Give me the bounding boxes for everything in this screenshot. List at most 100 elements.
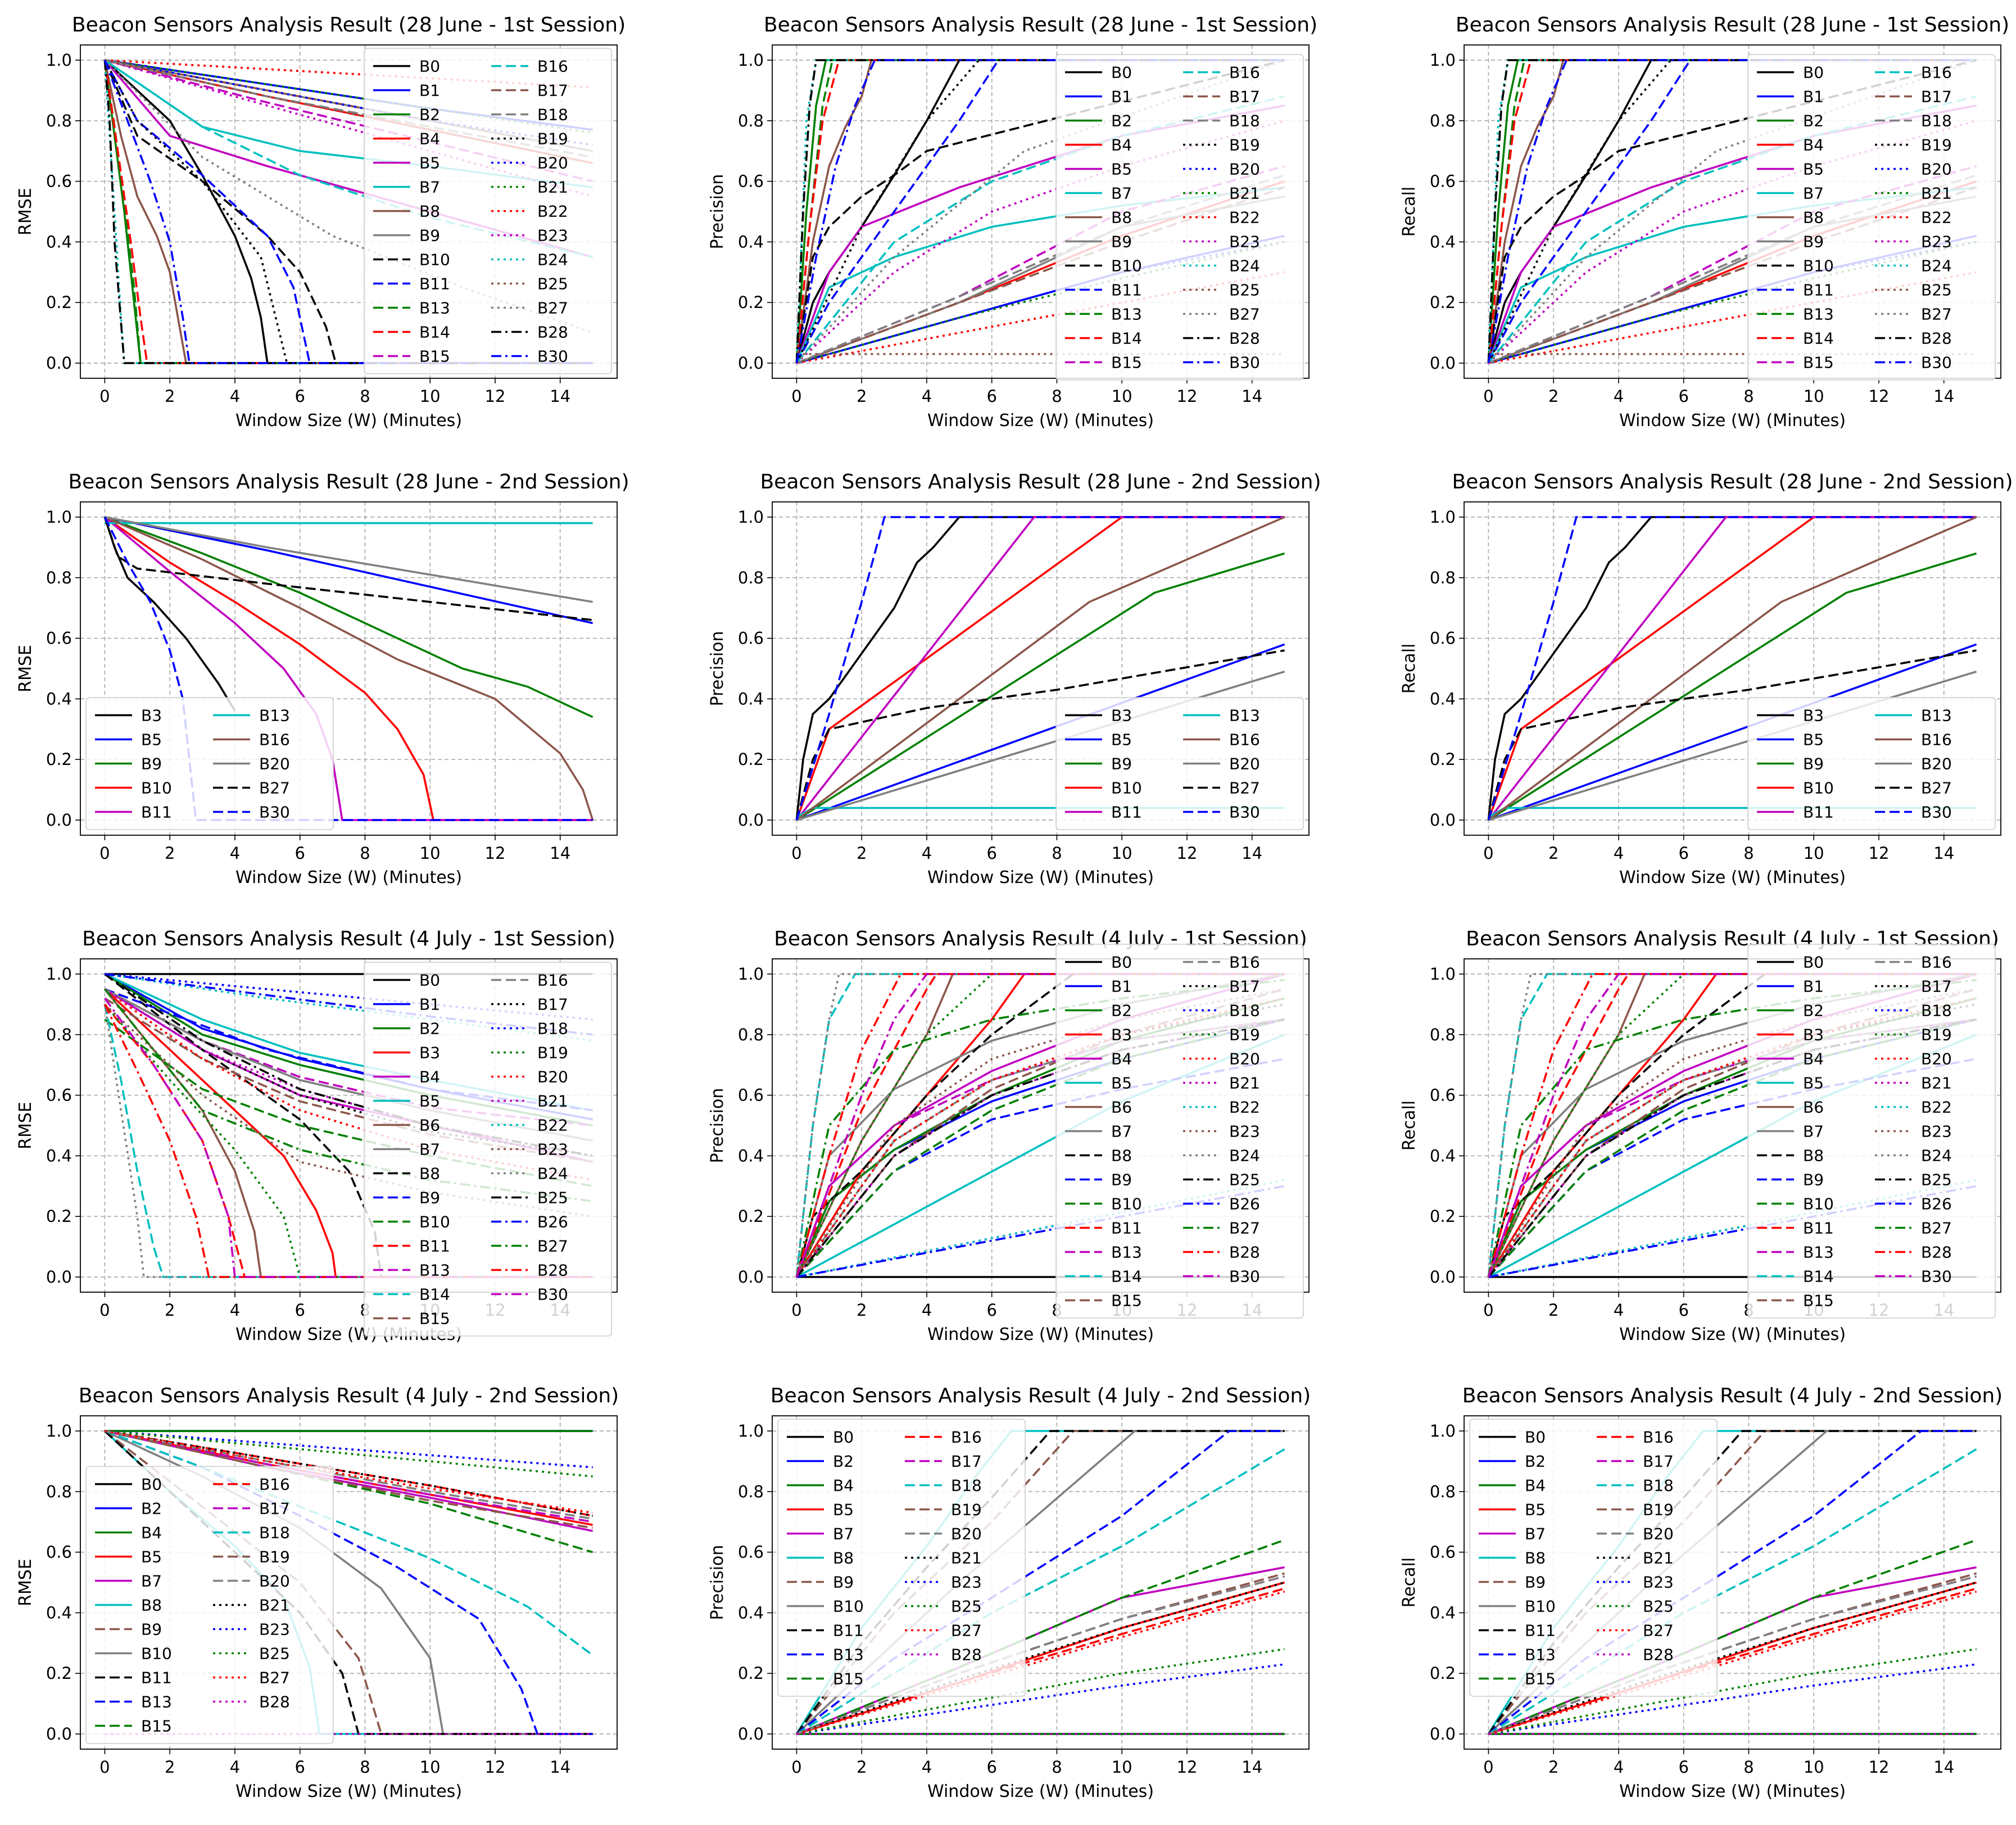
x-tick-label: 4: [922, 844, 932, 863]
y-tick-label: 0.8: [46, 1025, 72, 1044]
x-tick-label: 14: [1933, 387, 1954, 406]
y-tick-label: 0.0: [46, 1267, 72, 1287]
x-tick-label: 12: [1177, 387, 1198, 406]
legend-label: B20: [1921, 1050, 1952, 1068]
legend-box: [1055, 944, 1304, 1319]
legend-label: B16: [1229, 64, 1260, 82]
x-tick-label: 8: [1052, 1758, 1062, 1777]
x-tick-label: 2: [165, 1301, 175, 1320]
legend-label: B13: [1803, 1243, 1834, 1262]
legend-label: B5: [1803, 1074, 1824, 1093]
chart-title: Beacon Sensors Analysis Result (28 June …: [72, 13, 626, 37]
axes-frame: [772, 1415, 1310, 1750]
y-tick-label: 0.8: [46, 111, 72, 130]
series-line-b19: [1488, 1572, 1977, 1735]
legend-label: B27: [537, 1237, 568, 1256]
x-tick-label: 6: [1678, 387, 1688, 406]
series-line-b25: [1487, 1018, 1977, 1278]
legend-label: B24: [1921, 257, 1952, 275]
x-axis-label: Window Size (W) (Minutes): [1619, 1782, 1846, 1801]
legend-label: B28: [951, 1646, 982, 1664]
x-tick-label: 2: [1548, 1301, 1559, 1320]
legend-label: B28: [1643, 1646, 1674, 1664]
series-line-b16: [1488, 516, 1977, 821]
x-tick-label: 4: [1614, 387, 1624, 406]
x-tick-label: 4: [922, 387, 932, 406]
legend: B0 B1 B2 B3 B4 B5 B6 B7 B8 B9 B10 B11 B13 B14 B15 B16 B1…: [1747, 944, 1996, 1319]
x-tick-label: 0: [99, 1301, 110, 1320]
legend-label: B22: [1921, 1098, 1952, 1117]
y-tick-label: 0.2: [738, 1207, 764, 1226]
y-tick-label: 0.4: [738, 232, 764, 251]
series-line-b20: [1487, 997, 1977, 1278]
legend-label: B8: [1111, 209, 1132, 227]
chart-title: Beacon Sensors Analysis Result (28 June …: [1452, 470, 2013, 493]
y-tick-label: 0.6: [46, 629, 72, 648]
legend-label: B7: [1111, 1122, 1132, 1141]
x-tick-label: 2: [857, 844, 867, 863]
series-line-b21: [105, 1430, 593, 1517]
legend-label: B9: [419, 1189, 440, 1207]
series-line-b21: [105, 59, 593, 134]
legend-label: B16: [1921, 731, 1952, 749]
series-line-b27: [1487, 979, 1977, 1278]
chart-title: Beacon Sensors Analysis Result (28 June …: [68, 470, 629, 493]
legend-label: B4: [419, 1068, 440, 1086]
legend-label: B19: [1229, 1026, 1260, 1044]
legend: B0 B1 B2 B3 B4 B5 B6 B7 B8 B9 B10 B11 B13 B14 B15 B16 B1…: [1055, 944, 1304, 1319]
legend-label: B3: [1111, 707, 1132, 725]
x-tick-label: 12: [1177, 844, 1198, 863]
legend-label: B9: [1111, 233, 1132, 251]
legend-label: B5: [833, 1501, 854, 1519]
legend-label: B10: [419, 1213, 450, 1231]
legend-label: B0: [1803, 953, 1824, 972]
x-tick-label: 14: [1242, 844, 1262, 863]
legend-label: B5: [141, 1548, 162, 1566]
y-tick-label: 1.0: [738, 51, 764, 70]
y-tick-label: 0.6: [738, 629, 764, 648]
series-line-b23: [105, 1430, 593, 1469]
x-tick-label: 12: [1869, 387, 1890, 406]
legend-label: B17: [1921, 88, 1952, 106]
legend-label: B26: [1921, 1195, 1952, 1213]
legend-label: B17: [537, 995, 568, 1014]
series-line-b30: [1487, 973, 1977, 1278]
legend-label: B14: [419, 1285, 450, 1304]
x-tick-label: 2: [1548, 1758, 1559, 1777]
x-tick-label: 14: [550, 844, 570, 863]
series-line-b27: [105, 1430, 593, 1514]
legend-label: B27: [1921, 779, 1952, 798]
series-line-b9: [104, 988, 593, 1112]
legend-box: [1055, 697, 1304, 830]
legend-label: B19: [1229, 136, 1260, 155]
legend: B0 B1 B2 B4 B5 B7 B8 B9 B10 B11 B13 B14 B15 B16 B17 B18…: [1055, 54, 1304, 381]
y-tick-label: 0.0: [46, 1724, 72, 1744]
y-tick-label: 0.6: [738, 1086, 764, 1105]
y-tick-label: 1.0: [1430, 51, 1456, 70]
legend-label: B13: [1111, 1243, 1142, 1262]
legend-label: B4: [1803, 1050, 1824, 1068]
x-axis-label: Window Size (W) (Minutes): [235, 1782, 462, 1801]
y-axis-label: Precision: [708, 631, 727, 707]
series-line-b23: [1488, 120, 1977, 364]
subplot-10: Beacon Sensors Analysis Result (4 July -…: [16, 1384, 619, 1801]
x-tick-label: 2: [165, 387, 175, 406]
legend-label: B22: [1229, 209, 1260, 227]
legend-label: B19: [1921, 1026, 1952, 1044]
x-axis-label: Window Size (W) (Minutes): [235, 868, 462, 887]
legend-label: B8: [419, 1165, 440, 1183]
legend-label: B3: [1803, 707, 1824, 725]
legend-label: B7: [419, 178, 440, 197]
x-tick-label: 8: [360, 1758, 370, 1777]
legend-label: B20: [1643, 1525, 1674, 1543]
legend-label: B1: [419, 995, 440, 1014]
legend-label: B26: [1229, 1195, 1260, 1213]
axes-frame: [1464, 958, 2001, 1293]
x-tick-label: 4: [1614, 1758, 1624, 1777]
legend-label: B0: [419, 57, 440, 76]
legend-label: B23: [537, 1140, 568, 1159]
legend-label: B30: [1229, 354, 1260, 372]
legend-label: B5: [1525, 1501, 1546, 1519]
y-tick-label: 0.2: [738, 750, 764, 769]
